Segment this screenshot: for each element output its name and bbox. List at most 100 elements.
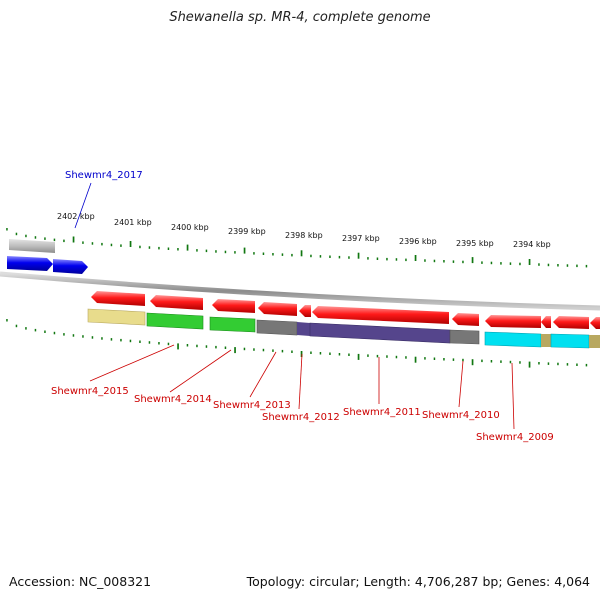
cog-block [550,333,590,349]
minor-tick [348,353,350,356]
leader-line-shewmr4-2010 [458,360,464,408]
tick-label: 2400 kbp [171,223,209,232]
minor-tick [376,354,379,358]
minor-tick [120,244,122,247]
minor-tick [224,346,227,349]
minor-tick [547,362,550,365]
pseudogene-feature [9,239,55,253]
cog-block [589,335,600,348]
minor-tick [490,360,493,363]
major-tick [129,241,132,247]
minor-tick [338,353,341,356]
minor-tick [272,253,274,256]
minor-tick [490,261,493,265]
minor-tick [196,344,198,348]
minor-tick [177,248,179,251]
minor-tick [338,255,341,259]
major-tick [471,257,474,264]
minor-tick [148,341,151,344]
major-tick [234,347,236,354]
minor-tick [15,232,18,236]
minor-tick [405,356,407,359]
minor-tick [25,327,27,330]
major-tick [243,247,246,254]
minor-tick [148,246,151,249]
minor-tick [91,336,94,339]
minor-tick [186,344,189,347]
major-tick [300,351,303,357]
minor-tick [319,352,322,355]
minor-tick [329,255,331,258]
minor-tick [576,363,578,366]
minor-tick [215,345,217,349]
minor-tick [91,242,94,245]
minor-tick [348,256,350,259]
minor-tick [196,249,198,252]
minor-tick [63,333,65,336]
gene-label-shewmr4-2012: Shewmr4_2012 [262,412,340,423]
cog-block [146,312,204,330]
minor-tick [557,362,559,366]
minor-tick [82,241,84,244]
cog-block [256,319,298,336]
minor-tick [538,362,540,365]
minor-tick [215,250,217,253]
minor-tick [101,337,103,340]
minor-tick [205,345,208,348]
minor-tick [129,339,132,343]
minor-tick [205,249,208,253]
gene-reverse [541,316,551,328]
cog-block [484,331,542,348]
minor-tick [139,340,141,343]
minor-tick [281,349,284,353]
minor-tick [557,264,559,267]
major-tick [72,236,75,243]
major-tick [414,255,417,261]
minor-tick [329,352,331,355]
minor-tick [424,357,426,360]
minor-tick [167,247,170,250]
tick-label: 2394 kbp [513,240,551,249]
gene-label-shewmr4-2015: Shewmr4_2015 [51,386,129,397]
tick-label: 2398 kbp [285,231,323,240]
minor-tick [53,331,56,335]
reverse-strand-genes [91,291,600,329]
minor-tick [120,338,122,342]
minor-tick [395,258,398,261]
leader-line-shewmr4-2009 [511,362,515,430]
tick-label: 2402 kbp [57,212,95,221]
minor-tick [6,319,8,322]
leader-line-shewmr4-2014 [169,349,232,393]
minor-tick [253,252,255,255]
gene-reverse [590,317,600,329]
major-tick [357,252,360,259]
minor-tick [509,262,512,265]
major-tick [177,343,179,350]
leader-line-shewmr4-2017 [74,182,92,229]
minor-tick [167,342,170,346]
minor-tick [585,363,588,367]
gene-labels: Shewmr4_2017 Shewmr4_2015 Shewmr4_2014 S… [51,170,554,443]
minor-tick [291,253,293,257]
minor-tick [158,342,160,345]
gene-reverse-shewmr4-2010 [452,313,479,326]
cog-block [87,308,146,326]
gene-forward [7,256,53,271]
minor-tick [367,257,369,260]
tick-label: 2401 kbp [114,218,152,227]
minor-tick [272,349,274,352]
minor-tick [566,363,569,366]
cog-block [209,316,256,333]
minor-tick [281,253,284,256]
map-title: Shewanella sp. MR-4, complete genome [169,10,431,25]
major-tick [528,259,531,265]
minor-tick [500,262,502,265]
cog-block [309,322,451,344]
minor-tick [395,355,398,359]
minor-tick [481,359,483,363]
gene-label-shewmr4-2009: Shewmr4_2009 [476,432,554,443]
minor-tick [443,358,445,361]
minor-tick [566,264,569,267]
major-tick [414,356,417,363]
minor-tick [310,351,312,354]
